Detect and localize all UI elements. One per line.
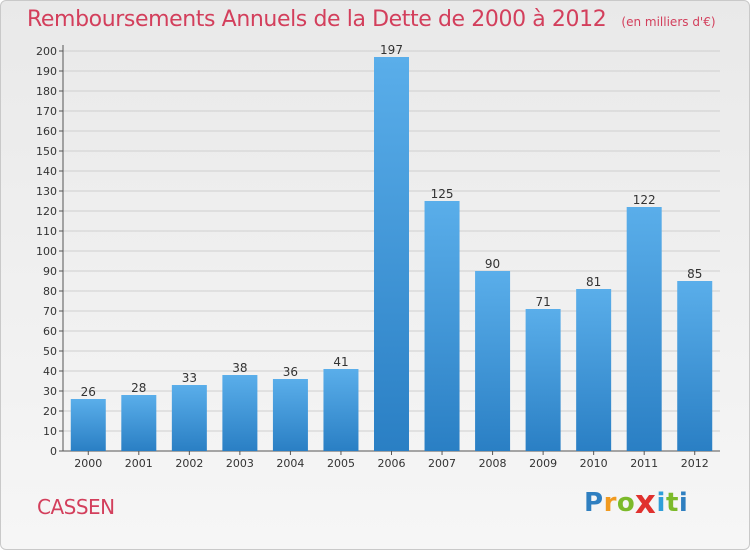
data-label: 197: [380, 43, 403, 57]
x-tick-label: 2002: [175, 457, 203, 470]
bar: [576, 289, 612, 451]
title-row: Remboursements Annuels de la Dette de 20…: [27, 7, 716, 32]
data-label: 81: [586, 275, 601, 289]
y-tick-label: 70: [43, 305, 57, 318]
data-label: 36: [283, 365, 298, 379]
x-tick-label: 2011: [630, 457, 658, 470]
x-tick-label: 2008: [479, 457, 507, 470]
y-tick-label: 10: [43, 425, 57, 438]
y-tick-label: 140: [36, 165, 57, 178]
data-label: 41: [333, 355, 348, 369]
data-label: 38: [232, 361, 247, 375]
commune-name: CASSEN: [37, 495, 115, 519]
data-label: 85: [687, 267, 702, 281]
logo-letter: t: [665, 488, 679, 518]
bar: [222, 375, 258, 451]
x-tick-label: 2004: [276, 457, 304, 470]
data-label: 125: [431, 187, 454, 201]
bar: [475, 271, 511, 451]
x-tick-label: 2005: [327, 457, 355, 470]
bar: [70, 399, 106, 451]
y-tick-label: 160: [36, 125, 57, 138]
data-label: 71: [535, 295, 550, 309]
chart-title: Remboursements Annuels de la Dette de 20…: [27, 7, 607, 32]
data-label: 122: [633, 193, 656, 207]
y-tick-label: 20: [43, 405, 57, 418]
logo-letter: i: [678, 488, 689, 518]
y-tick-label: 80: [43, 285, 57, 298]
bar: [677, 281, 713, 451]
data-label: 90: [485, 257, 500, 271]
y-tick-label: 90: [43, 265, 57, 278]
y-tick-label: 60: [43, 325, 57, 338]
logo-letter: P: [584, 488, 604, 518]
x-tick-label: 2009: [529, 457, 557, 470]
y-tick-label: 180: [36, 85, 57, 98]
data-label: 33: [182, 371, 197, 385]
y-tick-label: 150: [36, 145, 57, 158]
x-tick-label: 2007: [428, 457, 456, 470]
bar: [121, 395, 157, 451]
bar: [323, 369, 359, 451]
y-tick-label: 130: [36, 185, 57, 198]
bar: [171, 385, 207, 451]
y-tick-label: 50: [43, 345, 57, 358]
x-tick-label: 2010: [580, 457, 608, 470]
y-tick-label: 100: [36, 245, 57, 258]
bar: [374, 57, 409, 451]
y-tick-label: 40: [43, 365, 57, 378]
x-tick-label: 2006: [378, 457, 406, 470]
x-tick-label: 2003: [226, 457, 254, 470]
logo-letter: i: [656, 488, 666, 518]
data-label: 28: [131, 381, 146, 395]
logo-letter: x: [635, 484, 657, 522]
bar: [272, 379, 308, 451]
y-tick-label: 190: [36, 65, 57, 78]
y-tick-label: 170: [36, 105, 57, 118]
y-tick-label: 0: [50, 445, 57, 458]
bar: [626, 207, 662, 451]
bar: [424, 201, 460, 451]
logo-letter: o: [616, 488, 636, 518]
y-tick-label: 30: [43, 385, 57, 398]
y-tick-label: 200: [36, 45, 57, 58]
bar: [525, 309, 561, 451]
y-tick-label: 120: [36, 205, 57, 218]
logo-letter: r: [603, 488, 617, 518]
x-tick-label: 2012: [681, 457, 709, 470]
unit-note: (en milliers d'€): [621, 15, 716, 29]
data-label: 26: [81, 385, 96, 399]
x-tick-label: 2001: [125, 457, 153, 470]
x-tick-label: 2000: [74, 457, 102, 470]
proxiti-logo: Proxiti: [584, 484, 689, 522]
y-tick-label: 110: [36, 225, 57, 238]
